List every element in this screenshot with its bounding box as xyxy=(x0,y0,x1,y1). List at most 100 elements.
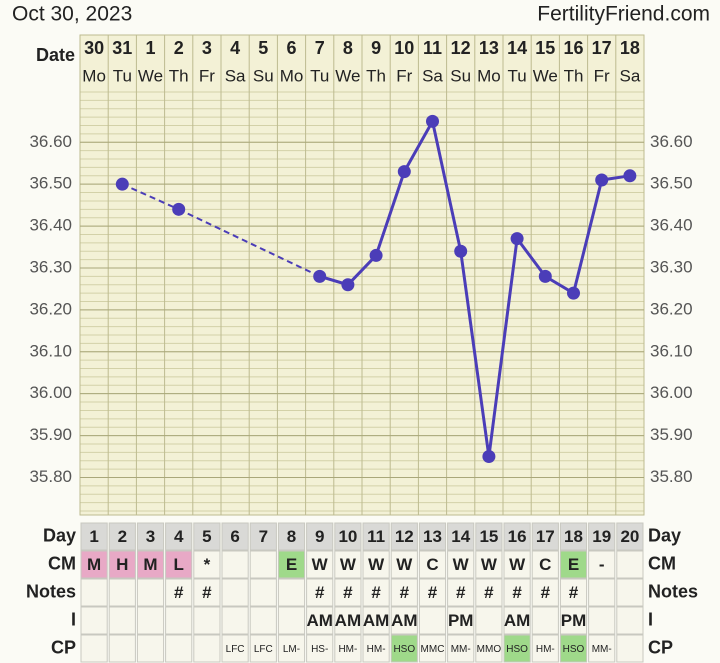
table-cell xyxy=(447,634,475,663)
date-number: 5 xyxy=(258,38,268,58)
cell-text: 9 xyxy=(315,527,324,546)
cell-text: # xyxy=(315,583,325,602)
y-tick-label: 35.90 xyxy=(29,425,72,444)
cell-text: # xyxy=(541,583,551,602)
weekday: Tu xyxy=(310,66,329,85)
cell-text: # xyxy=(174,583,184,602)
table-cell xyxy=(503,634,531,663)
table-cell xyxy=(277,522,306,551)
table-cell xyxy=(616,634,644,663)
cell-text: 17 xyxy=(536,527,555,546)
date-number: 31 xyxy=(112,38,132,58)
table-cell xyxy=(193,522,221,551)
row-label: CM xyxy=(48,553,76,573)
weekday: Th xyxy=(564,66,584,85)
weekday: Mo xyxy=(477,66,501,85)
table-cell xyxy=(559,578,588,607)
cell-text: W xyxy=(368,555,385,574)
table-cell xyxy=(475,550,503,579)
weekday: Th xyxy=(169,66,189,85)
table-cell xyxy=(249,522,277,551)
cell-text: HSO xyxy=(563,644,585,655)
cell-text: 16 xyxy=(508,527,527,546)
table-cell xyxy=(277,578,306,607)
table-cell xyxy=(475,522,503,551)
date-number: 6 xyxy=(286,38,296,58)
date-number: 11 xyxy=(423,38,442,58)
table-cell xyxy=(418,550,447,579)
table-cell xyxy=(559,634,588,663)
table-cell xyxy=(193,578,221,607)
cell-text: # xyxy=(569,583,579,602)
weekday: Th xyxy=(366,66,386,85)
date-number: 8 xyxy=(343,38,353,58)
table-cell xyxy=(334,606,362,635)
table-cell xyxy=(390,606,418,635)
table-cell xyxy=(475,634,503,663)
table-cell xyxy=(221,550,249,579)
cell-text: HM- xyxy=(367,644,386,655)
y-tick-label: 36.40 xyxy=(29,216,72,235)
table-cell xyxy=(165,578,193,607)
temp-point xyxy=(538,269,552,283)
cell-text: C xyxy=(539,555,551,574)
row-label-right: CM xyxy=(648,553,676,573)
cell-text: AM xyxy=(306,611,332,630)
temp-point xyxy=(510,232,524,246)
cell-text: HSO xyxy=(506,644,528,655)
cell-text: # xyxy=(456,583,466,602)
cell-text: 12 xyxy=(395,527,414,546)
table-cell xyxy=(249,606,277,635)
cell-text: 6 xyxy=(230,527,239,546)
table-cell xyxy=(80,522,108,551)
table-cell xyxy=(249,550,277,579)
table-cell xyxy=(165,634,193,663)
temp-point xyxy=(172,202,186,216)
table-cell xyxy=(362,578,390,607)
table-cell xyxy=(447,522,475,551)
table-cell xyxy=(418,522,447,551)
cell-text: LFC xyxy=(254,644,273,655)
weekday: Sa xyxy=(620,66,641,85)
table-cell xyxy=(531,634,559,663)
cell-text: 20 xyxy=(620,527,639,546)
table-cell xyxy=(390,550,418,579)
weekday: Tu xyxy=(507,66,526,85)
table-cell xyxy=(277,550,306,579)
cell-text: LM- xyxy=(283,644,300,655)
date-number: 30 xyxy=(84,38,104,58)
cell-text: # xyxy=(400,583,410,602)
weekday: Sa xyxy=(225,66,246,85)
date-number: 4 xyxy=(230,38,240,58)
table-cell xyxy=(390,634,418,663)
table-cell xyxy=(334,522,362,551)
cell-text: MMC xyxy=(421,644,445,655)
table-cell xyxy=(531,606,559,635)
table-cell xyxy=(193,606,221,635)
cell-text: # xyxy=(428,583,438,602)
weekday: Mo xyxy=(280,66,304,85)
cell-text: MM- xyxy=(592,644,612,655)
date-number: 7 xyxy=(315,38,325,58)
table-cell xyxy=(447,578,475,607)
table-cell xyxy=(418,578,447,607)
cell-text: W xyxy=(481,555,498,574)
cell-text: E xyxy=(286,555,297,574)
date-number: 14 xyxy=(507,38,527,58)
cell-text: HM- xyxy=(536,644,555,655)
table-cell xyxy=(503,522,531,551)
y-tick-label: 36.20 xyxy=(29,299,72,318)
table-cell xyxy=(136,634,165,663)
cell-text: HM- xyxy=(338,644,357,655)
temp-point xyxy=(454,244,468,258)
y-tick-label-right: 35.90 xyxy=(650,425,693,444)
row-label: Notes xyxy=(26,581,76,601)
table-cell xyxy=(588,634,616,663)
cell-text: 18 xyxy=(564,527,583,546)
table-cell xyxy=(136,522,165,551)
weekday: Sa xyxy=(422,66,443,85)
weekday: We xyxy=(335,66,360,85)
cell-text: # xyxy=(371,583,381,602)
table-cell xyxy=(447,606,475,635)
table-cell xyxy=(306,522,334,551)
